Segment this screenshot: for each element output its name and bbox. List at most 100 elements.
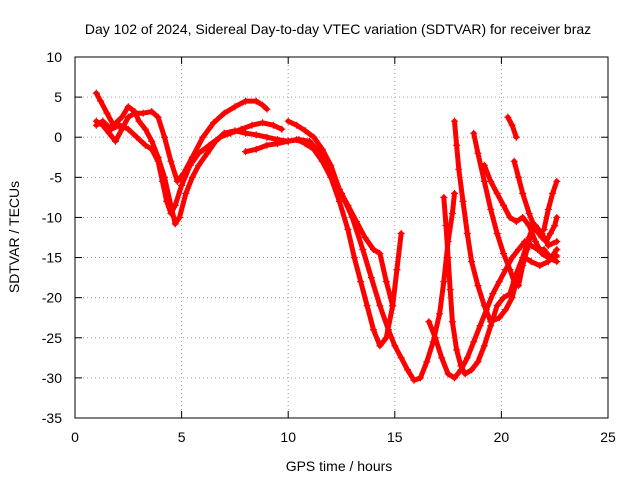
data-point-marker (327, 161, 335, 169)
data-point-marker (259, 101, 267, 109)
data-point-marker (463, 229, 471, 237)
data-point-marker (116, 121, 124, 129)
series-trace (285, 118, 396, 309)
data-series-track-3 (92, 117, 286, 217)
data-point-marker (124, 113, 132, 121)
data-point-marker (382, 334, 390, 342)
data-point-marker (173, 177, 181, 185)
data-point-marker (344, 201, 352, 209)
data-point-marker (391, 342, 399, 350)
data-point-marker (139, 109, 147, 117)
data-point-marker (551, 221, 559, 229)
data-point-marker (453, 346, 461, 354)
data-point-marker (263, 133, 271, 141)
data-point-marker (436, 310, 444, 318)
data-point-marker (274, 140, 282, 148)
data-point-marker (453, 141, 461, 149)
data-point-marker (263, 105, 271, 113)
data-point-marker (410, 376, 418, 384)
data-point-marker (175, 213, 183, 221)
data-series-track-13 (540, 177, 561, 233)
data-point-marker (480, 342, 488, 350)
y-tick-label: 0 (54, 129, 62, 145)
data-point-marker (519, 262, 527, 270)
y-tick-label: -25 (42, 330, 62, 346)
data-point-marker (444, 370, 452, 378)
data-point-marker (448, 318, 456, 326)
y-tick-label: -15 (42, 250, 62, 266)
data-point-marker (527, 258, 535, 266)
series-trace (243, 137, 404, 349)
data-point-marker (318, 157, 326, 165)
data-point-marker (425, 318, 433, 326)
data-point-marker (133, 133, 141, 141)
data-point-marker (440, 278, 448, 286)
data-point-marker (431, 334, 439, 342)
data-point-marker (553, 213, 561, 221)
data-point-marker (470, 129, 478, 137)
data-point-marker (242, 97, 250, 105)
data-point-marker (536, 262, 544, 270)
data-point-marker (474, 282, 482, 290)
data-point-marker (118, 113, 126, 121)
data-point-marker (532, 238, 540, 246)
data-point-marker (376, 302, 384, 310)
data-point-marker (549, 189, 557, 197)
data-point-marker (489, 290, 497, 298)
data-point-marker (508, 254, 516, 262)
data-point-marker (158, 177, 166, 185)
data-point-marker (231, 103, 239, 111)
data-point-marker (382, 278, 390, 286)
data-point-marker (474, 149, 482, 157)
data-point-marker (487, 318, 495, 326)
data-point-marker (457, 362, 465, 370)
data-point-marker (92, 89, 100, 97)
data-point-marker (470, 338, 478, 346)
data-point-marker (493, 229, 501, 237)
x-axis-label: GPS time / hours (286, 458, 393, 474)
data-point-marker (487, 177, 495, 185)
series-trace (511, 158, 560, 244)
data-point-marker (510, 157, 518, 165)
data-point-marker (163, 197, 171, 205)
data-point-marker (476, 322, 484, 330)
data-point-marker (468, 258, 476, 266)
data-point-marker (335, 197, 343, 205)
data-point-marker (500, 294, 508, 302)
data-point-marker (446, 286, 454, 294)
data-point-marker (397, 229, 405, 237)
plot-frame (74, 56, 609, 419)
data-point-marker (131, 109, 139, 117)
y-tick-label: 10 (46, 49, 62, 65)
data-point-marker (242, 129, 250, 137)
data-point-marker (459, 197, 467, 205)
data-point-marker (506, 266, 514, 274)
data-point-marker (544, 242, 552, 250)
data-point-marker (148, 108, 156, 116)
data-point-marker (480, 302, 488, 310)
data-layer (92, 89, 561, 384)
data-point-marker (154, 157, 162, 165)
data-point-marker (442, 221, 450, 229)
data-point-marker (124, 103, 132, 111)
y-tick-label: -20 (42, 290, 62, 306)
data-point-marker (278, 125, 286, 133)
data-point-marker (553, 177, 561, 185)
chart-title: Day 102 of 2024, Sidereal Day-to-day VTE… (85, 21, 591, 37)
y-tick-label: -5 (50, 169, 63, 185)
data-series-track-10 (480, 161, 561, 266)
data-point-marker (242, 148, 250, 156)
data-point-marker (506, 213, 514, 221)
data-point-marker (480, 177, 488, 185)
data-point-marker (178, 181, 186, 189)
data-point-marker (301, 127, 309, 135)
data-point-marker (148, 145, 156, 153)
data-point-marker (514, 173, 522, 181)
data-point-marker (404, 366, 412, 374)
series-trace (541, 178, 560, 232)
data-point-marker (538, 250, 546, 258)
data-point-marker (474, 358, 482, 366)
data-point-marker (359, 246, 367, 254)
data-point-marker (293, 136, 301, 144)
data-point-marker (167, 157, 175, 165)
